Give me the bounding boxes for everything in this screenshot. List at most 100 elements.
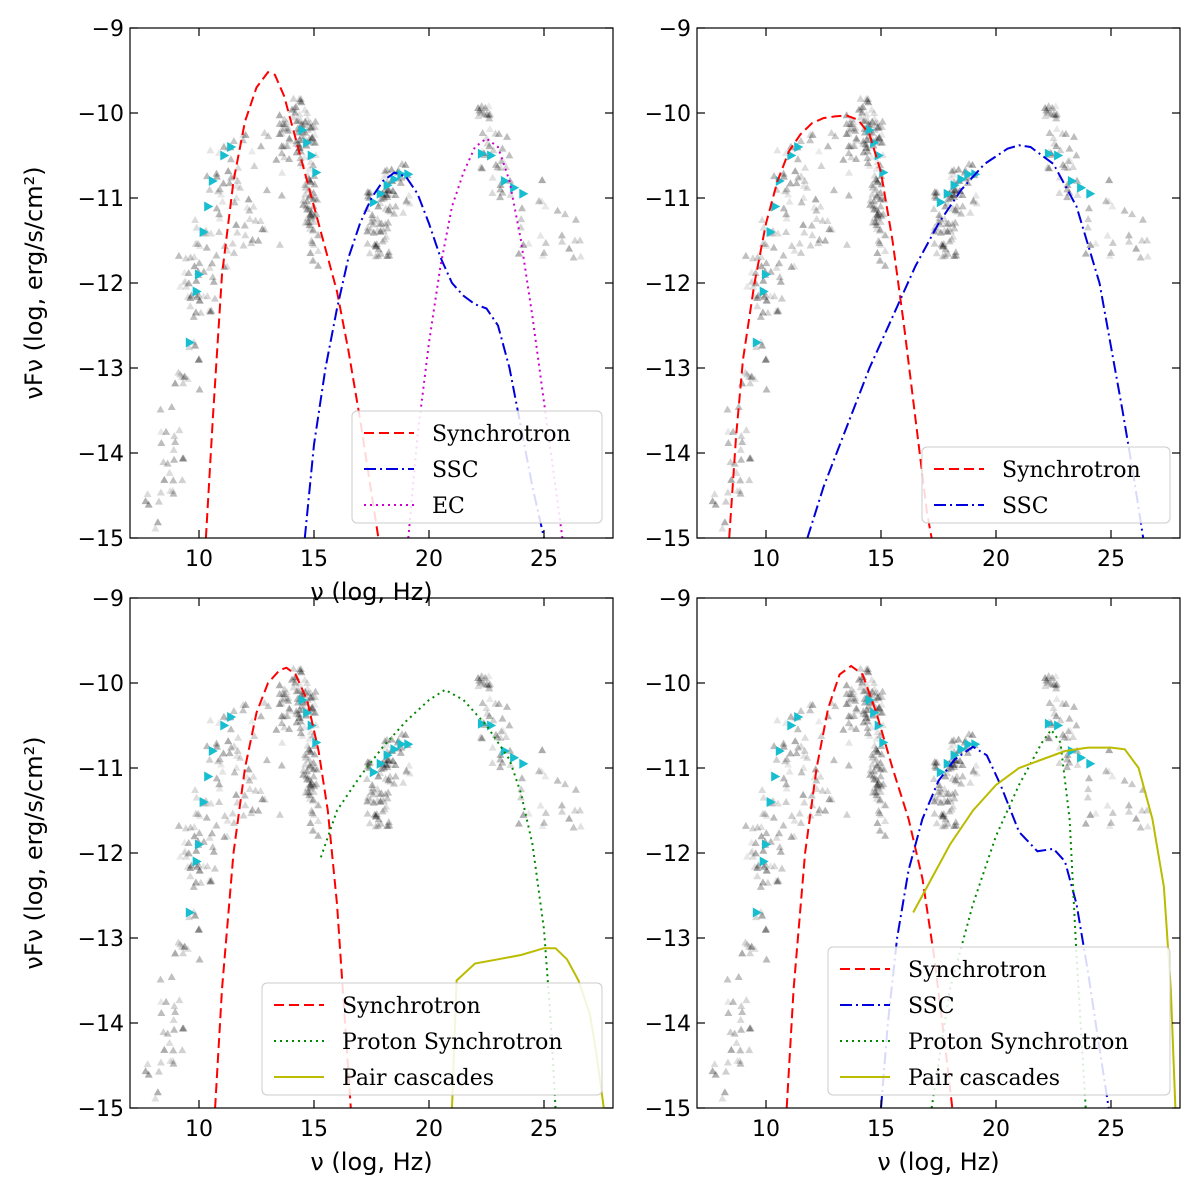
grey-data-point (384, 185, 393, 193)
grey-data-point (277, 191, 286, 199)
grey-data-point (1043, 675, 1052, 683)
grey-data-point (766, 292, 775, 300)
grey-data-point (790, 816, 799, 824)
grey-data-point (879, 780, 888, 788)
cyan-data-point (204, 201, 214, 212)
grey-data-point (190, 262, 199, 270)
grey-data-point (950, 224, 959, 232)
grey-data-point (306, 158, 315, 166)
grey-data-point (744, 372, 753, 380)
series-proton-synchrotron (930, 728, 1087, 1108)
grey-data-point (851, 123, 860, 131)
grey-data-point (384, 218, 393, 226)
grey-data-point (1055, 188, 1064, 196)
grey-data-point (1045, 164, 1054, 172)
grey-data-point (205, 876, 214, 884)
grey-data-point (482, 704, 491, 712)
grey-data-point (839, 725, 848, 733)
grey-data-point (782, 214, 791, 222)
grey-data-point (873, 178, 882, 186)
grey-data-point (863, 154, 872, 162)
grey-data-point (387, 735, 396, 743)
grey-data-point (949, 760, 958, 768)
grey-data-point (284, 123, 293, 131)
grey-data-point (866, 200, 875, 208)
grey-data-point (385, 756, 394, 764)
grey-data-point (738, 949, 747, 957)
grey-data-point (872, 164, 881, 172)
grey-data-point (518, 774, 527, 782)
cyan-data-point (766, 227, 776, 237)
grey-data-point (790, 246, 799, 254)
grey-data-point (299, 770, 308, 778)
grey-data-point (300, 133, 309, 141)
grey-data-point (862, 135, 871, 143)
grey-data-point (208, 829, 217, 837)
grey-data-point (872, 185, 881, 193)
grey-data-point (366, 795, 375, 803)
grey-data-point (943, 227, 952, 235)
grey-data-point (210, 864, 219, 872)
grey-data-point (229, 136, 238, 144)
grey-data-point (873, 781, 882, 789)
grey-data-point (791, 167, 800, 175)
grey-data-point (850, 142, 859, 150)
grey-data-point (873, 249, 882, 257)
grey-data-point (174, 368, 183, 376)
grey-data-point (310, 180, 319, 188)
grey-data-point (870, 114, 879, 122)
grey-data-point (873, 211, 882, 219)
grey-data-point (303, 109, 312, 117)
grey-data-point (478, 129, 487, 137)
grey-data-point (951, 818, 960, 826)
grey-data-point (1104, 197, 1113, 205)
grey-data-point (875, 133, 884, 141)
grey-data-point (306, 693, 315, 701)
grey-data-point (405, 769, 414, 777)
grey-data-point (779, 172, 788, 180)
grey-data-point (877, 764, 886, 772)
grey-data-point (723, 1058, 732, 1066)
cyan-data-point (865, 695, 875, 705)
grey-data-point (203, 292, 212, 300)
grey-data-point (1058, 699, 1067, 707)
grey-data-point (309, 765, 318, 773)
grey-data-point (218, 197, 227, 205)
cyan-data-points (752, 125, 1096, 348)
grey-data-point (785, 197, 794, 205)
grey-data-point (369, 790, 378, 798)
grey-data-point (257, 712, 266, 720)
grey-data-point (179, 1024, 188, 1032)
grey-data-point (388, 760, 397, 768)
grey-data-point (1061, 699, 1070, 707)
grey-data-point (756, 312, 765, 320)
grey-data-point (302, 202, 311, 210)
grey-data-point (876, 708, 885, 716)
grey-data-point (732, 468, 741, 476)
grey-data-point (861, 710, 870, 718)
x-tick-label: 15 (867, 1117, 895, 1142)
grey-data-point (1105, 746, 1114, 754)
grey-data-point (817, 731, 826, 739)
series-synchrotron (214, 666, 352, 1108)
grey-data-point (753, 872, 762, 880)
grey-data-point (363, 239, 372, 247)
grey-data-point (485, 114, 494, 122)
grey-data-point (310, 122, 319, 130)
grey-data-point (557, 231, 566, 239)
grey-data-point (162, 427, 171, 435)
grey-data-point (846, 712, 855, 720)
grey-data-point (757, 262, 766, 270)
grey-data-point (844, 125, 853, 133)
grey-data-point (779, 169, 788, 177)
cyan-data-point (312, 167, 322, 178)
grey-data-point (947, 186, 956, 194)
grey-data-point (178, 476, 187, 484)
grey-data-point (872, 191, 881, 199)
grey-data-point (878, 687, 887, 695)
grey-data-point (799, 220, 808, 228)
grey-data-point (952, 202, 961, 210)
grey-data-point (223, 832, 232, 840)
grey-data-point (766, 837, 775, 845)
grey-data-point (307, 694, 316, 702)
